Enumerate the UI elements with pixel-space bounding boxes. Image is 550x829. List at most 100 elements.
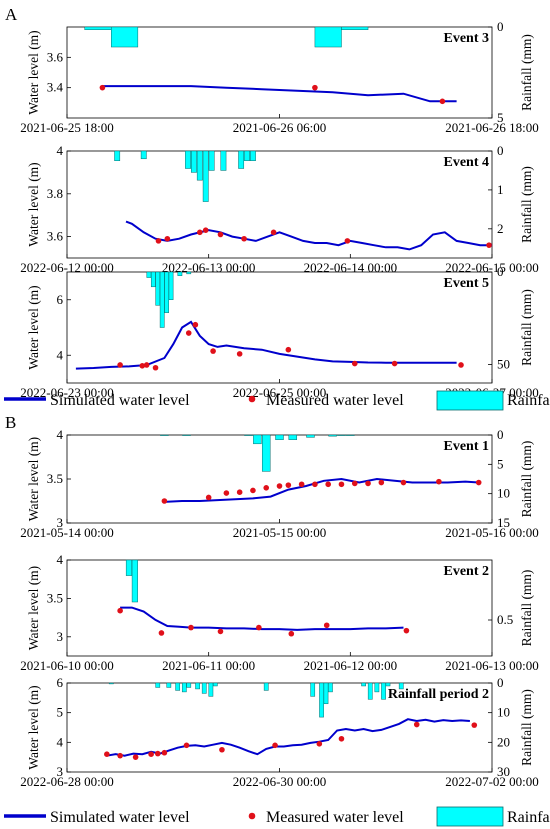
measured-point (152, 364, 159, 371)
y2-tick-label: 10 (497, 486, 510, 501)
section-label-b: B (5, 413, 16, 432)
rainfall-bar (346, 434, 355, 436)
y2-tick-label: 1 (497, 182, 504, 197)
y2-tick-label: 10 (497, 705, 510, 720)
y-tick-label: 3.4 (47, 80, 64, 95)
rainfall-bar (341, 26, 369, 30)
rainfall-bar (367, 682, 373, 700)
measured-point (155, 238, 162, 244)
y2-tick-label: 0 (497, 19, 504, 34)
measured-point (325, 481, 331, 488)
rainfall-bar (182, 434, 191, 436)
measured-point (272, 742, 278, 749)
measured-point (139, 362, 146, 369)
y-axis-label: Water level (m) (26, 285, 41, 369)
rainfall-bar (201, 682, 207, 694)
x-tick-label: 2021-06-26 06:00 (233, 120, 327, 135)
rainfall-bar (195, 682, 200, 690)
measured-point (365, 480, 371, 487)
measured-point (475, 479, 482, 486)
y-tick-label: 4 (57, 734, 64, 749)
simulated-series-line (106, 718, 470, 757)
legend-rainfall-swatch (436, 806, 504, 827)
rainfall-bar (319, 682, 324, 718)
measured-point (188, 624, 194, 631)
legend-simulated-label: Simulated water level (50, 809, 190, 826)
y2-tick-label: 0 (497, 675, 504, 690)
y-axis-label: Water level (m) (26, 162, 41, 246)
measured-point (158, 630, 165, 636)
rainfall-bar (146, 271, 152, 278)
y2-tick-label: 5 (497, 456, 504, 471)
rainfall-bar (159, 271, 165, 328)
y2-tick-label: 5 (497, 110, 504, 125)
y2-axis-label: Rainfall (mm) (519, 570, 534, 647)
event-title: Event 4 (444, 155, 490, 170)
legend-bottom: Simulated water level Measured water lev… (4, 806, 550, 827)
y-tick-label: 3.6 (47, 49, 64, 64)
rainfall-bar (84, 26, 112, 30)
measured-point (351, 360, 358, 367)
measured-point (344, 238, 351, 244)
plot-frame (66, 559, 493, 657)
x-tick-label: 2021-06-10 00:00 (20, 658, 114, 673)
y-axis-label: Water level (m) (26, 437, 41, 521)
x-tick-label: 2022-06-25 00:00 (233, 385, 327, 400)
rainfall-bar (175, 682, 181, 691)
measured-point (338, 735, 345, 742)
measured-point (202, 227, 209, 233)
y2-tick-label: 2 (497, 221, 504, 236)
legend-measured-label: Measured water level (266, 809, 404, 826)
measured-point (351, 480, 358, 487)
rainfall-bar (385, 682, 391, 687)
x-tick-label: 2022-06-14 00:00 (304, 260, 398, 275)
rainfall-bar (208, 150, 215, 171)
legend-rainfall-swatch (436, 390, 504, 411)
measured-point (161, 498, 168, 504)
measured-point (143, 362, 150, 368)
legend-measured-swatch (248, 395, 256, 403)
measured-point (391, 360, 398, 367)
measured-point (210, 348, 216, 354)
rainfall-bar (250, 150, 256, 161)
measured-point (338, 481, 345, 488)
event-title: Event 2 (444, 564, 490, 579)
x-tick-label: 2022-06-13 00:00 (162, 260, 256, 275)
rainfall-bar (361, 682, 366, 687)
measured-point (471, 722, 478, 728)
y2-tick-label: 0.5 (497, 612, 513, 627)
measured-point (270, 229, 277, 236)
measured-point (117, 362, 123, 368)
x-tick-label: 2021-06-26 18:00 (445, 120, 539, 135)
y-tick-label: 3 (57, 515, 64, 530)
measured-point (219, 746, 225, 753)
rainfall-bar (220, 150, 227, 171)
measured-point (298, 481, 305, 488)
measured-point (154, 750, 161, 757)
measured-point (197, 229, 203, 236)
rainfall-bar (186, 682, 192, 688)
event-title: Event 5 (444, 276, 490, 291)
measured-point (148, 751, 154, 757)
x-tick-label: 2022-06-12 00:00 (20, 260, 114, 275)
simulated-series-line (102, 85, 457, 103)
y2-tick-label: 15 (497, 515, 510, 530)
y-tick-label: 3.8 (47, 186, 63, 201)
rainfall-bar (337, 434, 346, 436)
measured-point (185, 330, 192, 336)
y-tick-label: 5 (57, 705, 64, 720)
measured-point (312, 84, 318, 91)
rainfall-bar (155, 682, 161, 688)
x-tick-label: 2021-06-11 00:00 (162, 658, 255, 673)
measured-point (236, 489, 243, 496)
x-tick-label: 2021-05-15 00:00 (233, 525, 327, 540)
rainfall-bar (212, 682, 218, 687)
chart-panel: 3.6 3.8 4 0 1 2 2022-06-12 00:00 2022-06-13 00:… (20, 143, 539, 275)
rainfall-bar (181, 682, 187, 693)
rainfall-bar (150, 271, 156, 288)
legend-simulated-label: Simulated water level (50, 392, 190, 409)
rainfall-bar (185, 150, 191, 169)
y-tick-label: 4 (57, 143, 64, 158)
